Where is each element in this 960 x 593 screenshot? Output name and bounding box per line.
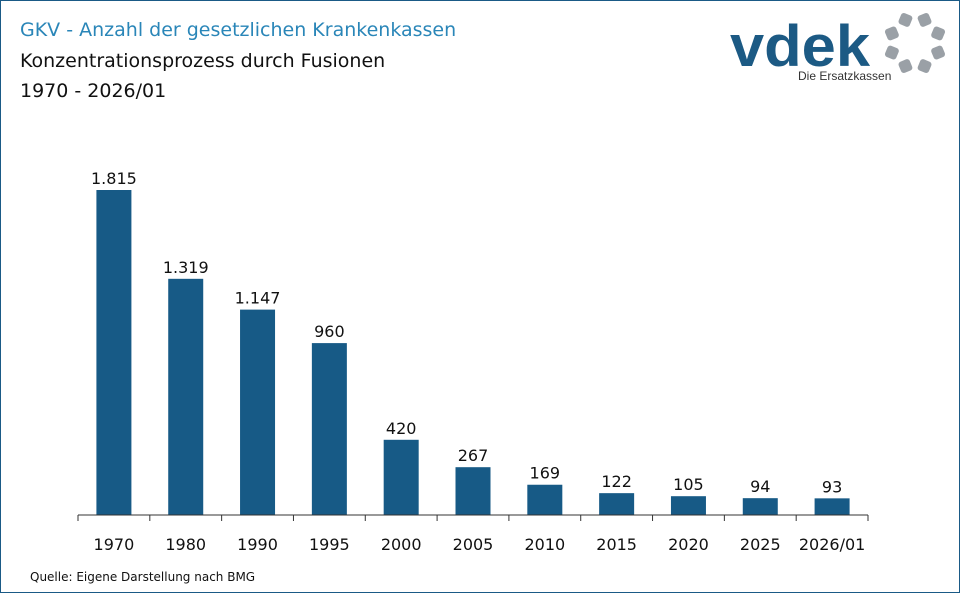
x-tick-label: 2005: [453, 535, 494, 554]
x-tick-label: 1990: [237, 535, 278, 554]
bar-2005: [455, 467, 491, 515]
logo-tagline: Die Ersatzkassen: [798, 69, 891, 83]
bar-value-label: 960: [314, 322, 345, 341]
bar-value-label: 122: [601, 472, 632, 491]
bar-2020: [670, 496, 706, 515]
vdek-logo: vdek Die Ersatzkassen: [730, 12, 946, 83]
chart-subtitle: Konzentrationsprozess durch Fusionen: [20, 50, 386, 72]
x-tick-label: 2025: [740, 535, 781, 554]
bar-value-label: 1.319: [163, 258, 209, 277]
x-tick-label: 1980: [165, 535, 206, 554]
bar-value-label: 267: [458, 446, 489, 465]
chart-title: GKV - Anzahl der gesetzlichen Krankenkas…: [20, 19, 457, 41]
bar-1980: [168, 278, 204, 515]
logo-ring-icon: [884, 12, 946, 74]
logo-ring-dot: [884, 45, 899, 60]
bar-2010: [527, 484, 563, 515]
bar-value-label: 1.147: [235, 289, 281, 308]
labels-layer: 1.815 1970 1.319 1980 1.147 1990 960 1995 420 200…: [91, 169, 865, 554]
bar-value-label: 93: [822, 477, 842, 496]
bar-value-label: 94: [750, 477, 770, 496]
x-tick-label: 1995: [309, 535, 350, 554]
bar-value-label: 169: [530, 464, 561, 483]
x-tick-label: 2010: [524, 535, 565, 554]
logo-ring-dot: [898, 59, 913, 74]
logo-ring-dot: [931, 45, 946, 60]
bar-2026-01: [814, 498, 850, 515]
logo-ring-dot: [884, 26, 899, 41]
x-ticks-layer: [77, 515, 869, 521]
bar-1990: [240, 309, 276, 515]
logo-ring-dot: [931, 26, 946, 41]
x-tick-label: 2000: [381, 535, 422, 554]
bar-2025: [742, 498, 778, 515]
bar-value-label: 105: [673, 475, 704, 494]
bar-value-label: 1.815: [91, 169, 137, 188]
x-tick-label: 2020: [668, 535, 709, 554]
logo-wordmark: vdek: [730, 14, 871, 79]
logo-ring-dot: [917, 59, 932, 74]
bar-2000: [383, 439, 419, 515]
source-note: Quelle: Eigene Darstellung nach BMG: [30, 570, 256, 584]
bar-1970: [96, 190, 132, 515]
chart-period: 1970 - 2026/01: [20, 80, 167, 102]
x-tick-label: 2015: [596, 535, 637, 554]
bars-layer: [96, 190, 850, 515]
bar-value-label: 420: [386, 419, 417, 438]
x-tick-label: 2026/01: [799, 535, 865, 554]
logo-ring-dot: [898, 12, 913, 27]
x-tick-label: 1970: [94, 535, 135, 554]
bar-1995: [311, 343, 347, 515]
logo-ring-dot: [917, 12, 932, 27]
bar-2015: [599, 493, 635, 515]
